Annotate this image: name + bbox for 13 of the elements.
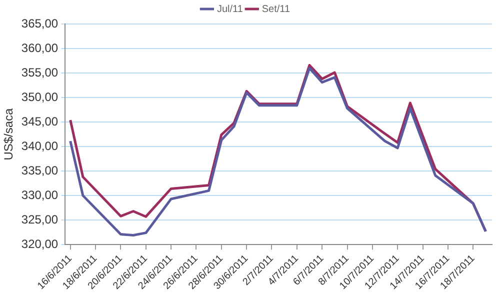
legend-label: Set/11 bbox=[262, 4, 290, 15]
y-tick-label: 360,00 bbox=[21, 40, 58, 55]
y-tick-label: 340,00 bbox=[21, 138, 58, 153]
y-tick-label: 320,00 bbox=[21, 236, 58, 251]
legend-label: Jul/11 bbox=[216, 4, 244, 15]
y-tick-label: 325,00 bbox=[21, 212, 58, 226]
y-tick-label: 335,00 bbox=[21, 163, 58, 178]
y-tick-label: 330,00 bbox=[21, 188, 58, 202]
y-tick-label: 355,00 bbox=[21, 65, 58, 80]
y-tick-label: 345,00 bbox=[21, 114, 58, 128]
y-axis-title: US$/saca bbox=[2, 108, 16, 160]
y-tick-label: 365,00 bbox=[21, 16, 58, 30]
y-tick-label: 350,00 bbox=[21, 90, 58, 104]
